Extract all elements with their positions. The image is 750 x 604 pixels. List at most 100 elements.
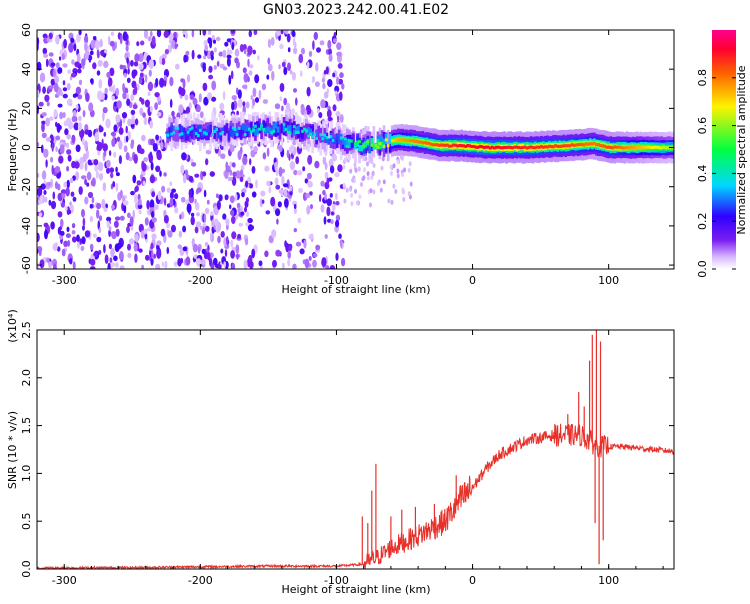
spectrogram-noise-cell [173,31,177,38]
spectrogram-noise-cell [283,97,288,106]
spectrogram-ridge-cell [207,130,210,141]
spectrogram-ridge-cell [354,142,357,146]
spectrogram-ridge-cell [456,144,459,148]
spectrogram-ridge-cell [637,146,641,150]
spectrogram-noise-cell [112,84,116,95]
spectrogram-noise-cell [107,79,113,88]
spectrogram-ridge-cell [341,138,345,145]
spectrogram-noise-cell [403,167,407,173]
spectrogram-noise-cell [360,182,363,187]
spectrogram-noise-cell [78,79,83,86]
spectrogram-noise-cell [227,176,233,182]
spectrogram-noise-cell [281,61,286,68]
spectrogram-ridge-cell [435,143,439,147]
spectrogram-ridge-cell [586,142,590,146]
spectrogram-noise-cell [153,204,159,210]
spectrogram-noise-cell [39,72,46,83]
spectrogram-noise-cell [114,216,121,221]
spectrogram-ridge-cell [286,125,290,132]
spectrogram-noise-cell [130,93,135,102]
spectrogram-noise-cell [104,87,108,95]
spectrogram-ridge-cell [278,124,282,140]
spectrogram-noise-cell [354,188,357,194]
spectrogram-noise-cell [61,53,65,61]
spectrogram-noise-cell [199,225,204,230]
spectrogram-noise-cell [191,30,195,38]
spectrogram-noise-cell [146,200,150,210]
spectrogram-ridge-cell [662,145,666,149]
spectrogram-ridge-cell [517,145,521,149]
spectrogram-noise-cell [196,104,201,113]
spectrogram-noise-cell [48,261,53,269]
spectrogram-noise-cell [53,82,59,93]
spectrogram-noise-cell [297,217,302,224]
spectrogram-ridge-cell [444,143,447,147]
spectrogram-noise-cell [402,196,406,202]
spectrogram-noise-cell [89,266,96,269]
spectrogram-ridge-cell [452,143,455,147]
spectrogram-noise-cell [150,161,154,171]
colorbar [712,30,736,269]
spectrogram-noise-cell [278,189,285,194]
spectrogram-noise-cell [44,229,48,240]
spectrogram-noise-cell [409,181,413,187]
spectrogram-noise-cell [115,87,119,97]
spectrogram-noise-cell [154,102,159,110]
spectrogram-ridge-cell [372,143,376,150]
spectrogram-ridge-cell [531,146,535,150]
colorbar-tick-label: 0.4 [696,165,709,183]
spectrogram-noise-cell [277,201,282,208]
spectrogram-noise-cell [314,81,320,87]
x-tick-label: 0 [469,274,476,287]
x-tick-label: -200 [188,574,213,587]
spectrogram-noise-cell [66,226,70,232]
spectrogram-noise-cell [178,86,183,95]
spectrogram-noise-cell [67,240,71,247]
spectrogram-noise-cell [163,80,167,87]
spectrogram-noise-cell [140,72,144,78]
spectrogram-noise-cell [350,192,354,198]
spectrogram-noise-cell [136,180,142,186]
spectrogram-ridge-cell [441,143,445,147]
spectrogram-ridge-cell [219,132,223,136]
spectrogram-ridge-cell [633,146,637,150]
spectrogram-noise-cell [95,170,99,179]
spectrogram-noise-cell [126,57,129,64]
spectrogram-ridge-cell [405,139,408,143]
spectrogram-noise-cell [50,62,56,67]
spectrogram-ridge-cell [213,129,216,133]
spectrogram-noise-cell [121,112,128,119]
spectrogram-ridge-cell [576,143,580,147]
spectrogram-noise-cell [134,233,139,243]
spectrogram-noise-cell [161,261,165,268]
spectrogram-noise-cell [182,225,187,233]
spectrogram-noise-cell [288,244,293,252]
spectrogram-noise-cell [70,191,75,197]
spectrogram-noise-cell [163,214,169,224]
spectrogram-noise-cell [71,115,77,123]
spectrogram-noise-cell [109,167,115,174]
spectrogram-noise-cell [110,172,114,179]
y-tick-label: 20 [20,101,33,115]
spectrogram-noise-cell [147,91,151,97]
spectrogram-noise-cell [283,66,288,76]
x-tick-label: -300 [52,574,77,587]
spectrogram-noise-cell [127,243,131,251]
spectrogram-noise-cell [96,202,102,210]
spectrogram-noise-cell [262,99,269,104]
spectrogram-ridge-cell [260,124,263,140]
y-tick-label: 0.5 [20,512,33,530]
spectrogram-noise-cell [125,125,128,134]
spectrogram-noise-cell [38,199,42,205]
spectrogram-noise-cell [339,114,344,123]
spectrogram-noise-cell [231,176,237,187]
colorbar-tick-label: 0.2 [696,212,709,230]
spectrogram-ridge-cell [407,138,410,142]
spectrogram-noise-cell [275,249,281,257]
spectrogram-ridge-cell [519,146,523,150]
spectrogram-noise-cell [181,152,187,161]
spectrogram-ridge-cell [388,137,392,153]
spectrogram-noise-cell [109,67,115,77]
spectrogram-ridge-cell [427,141,431,145]
spectrogram-noise-cell [52,263,57,269]
